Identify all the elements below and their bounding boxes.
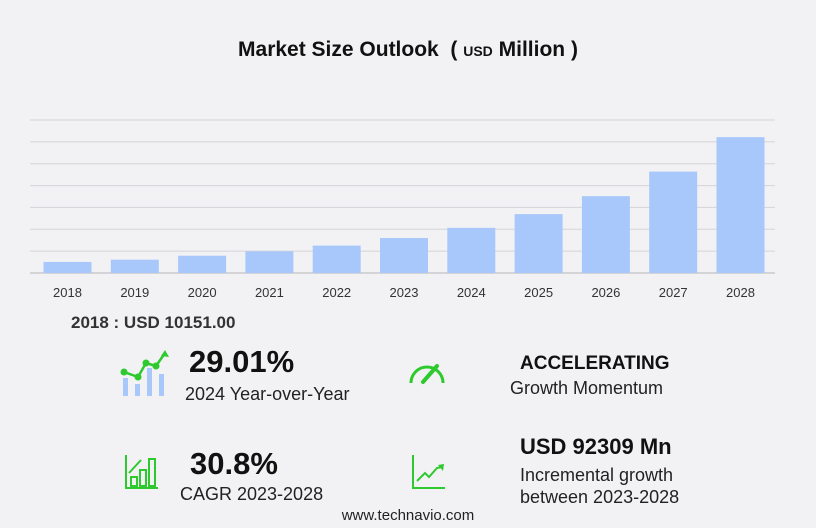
incremental-label-1: Incremental growth [520, 465, 674, 485]
bar-2022 [312, 245, 361, 273]
x-tick-label: 2023 [390, 285, 419, 300]
speedometer-icon [409, 364, 445, 384]
unit-label: Million [498, 38, 566, 61]
growth-chart-icon [120, 350, 169, 396]
bar-2019 [110, 259, 159, 273]
bar-2023 [380, 238, 428, 273]
x-tick-label: 2027 [659, 285, 688, 300]
momentum-label: Growth Momentum [510, 378, 664, 398]
bar-2018 [43, 261, 92, 273]
bar-2028 [716, 137, 765, 273]
cagr-value: 30.8% [190, 446, 278, 481]
x-tick-label: 2024 [457, 285, 486, 300]
yoy-label: 2024 Year-over-Year [185, 384, 350, 404]
bar-2027 [649, 171, 698, 273]
x-tick-label: 2025 [524, 285, 553, 300]
cagr-label: CAGR 2023-2028 [180, 484, 324, 504]
bar-2025 [514, 214, 563, 273]
incremental-value: USD 92309 Mn [520, 434, 672, 459]
x-tick-label: 2018 [53, 285, 82, 300]
bar-chart: 2018 2019 2020 2021 2022 2023 2024 2025 2026 2027… [30, 119, 775, 300]
chart-title-text: Market Size Outlook [238, 38, 439, 61]
footer-website: www.technavio.com [341, 507, 475, 524]
x-tick-label: 2021 [255, 285, 284, 300]
x-tick-label: 2019 [120, 285, 149, 300]
trend-line-icon [412, 455, 445, 489]
bar-2021 [245, 251, 294, 273]
x-tick-label: 2022 [322, 285, 351, 300]
x-tick-label: 2028 [726, 285, 755, 300]
unit-prefix: USD [463, 43, 493, 59]
x-tick-label: 2020 [188, 285, 217, 300]
yoy-value: 29.01% [189, 344, 295, 379]
incremental-label-2: between 2023-2028 [520, 487, 680, 507]
bar-2026 [581, 196, 630, 273]
bar-2024 [447, 227, 496, 273]
base-year-value: 2018 : USD 10151.00 [71, 313, 236, 332]
bar-chart-up-icon [125, 455, 158, 489]
bar-2020 [178, 255, 227, 273]
chart-title: Market Size Outlook ( USD Million ) [238, 38, 578, 61]
momentum-value: ACCELERATING [520, 353, 670, 374]
x-tick-label: 2026 [591, 285, 620, 300]
